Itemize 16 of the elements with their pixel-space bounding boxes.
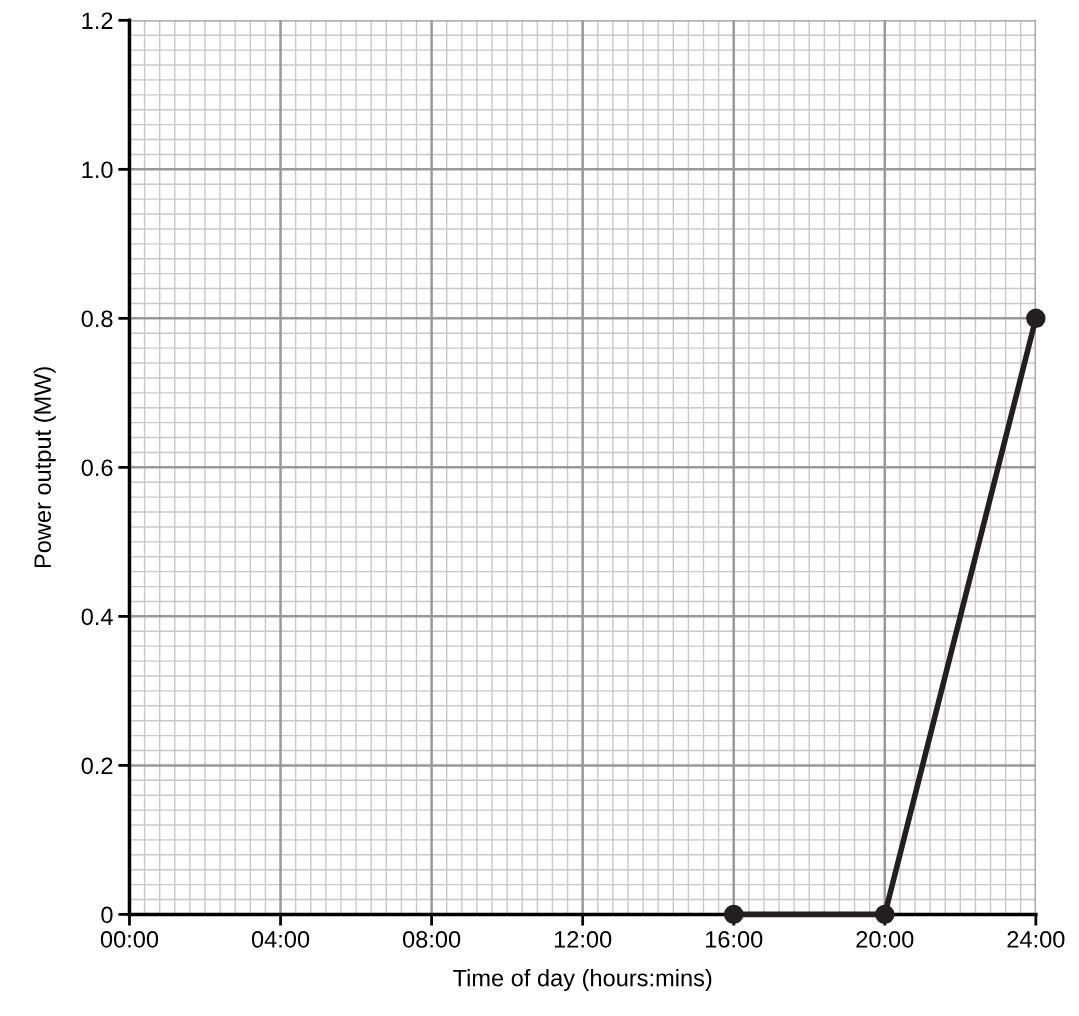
y-tick-label: 0: [101, 906, 113, 924]
y-tick-label: 0.8: [81, 310, 113, 328]
x-tick-label: 12:00: [554, 931, 612, 948]
x-tick-label: 20:00: [856, 931, 914, 948]
x-tick-label: 24:00: [1007, 931, 1065, 948]
x-tick-label: 00:00: [100, 931, 159, 948]
x-axis-title: Time of day (hours:mins): [453, 969, 712, 992]
y-tick-label: 1.2: [82, 12, 113, 29]
y-tick-label: 0.2: [81, 757, 113, 775]
x-tick-label: 08:00: [402, 931, 461, 948]
y-axis-title: Power output (MW): [33, 367, 56, 568]
y-tick-label: 0.6: [81, 459, 113, 477]
y-tick-label: 1.0: [82, 161, 113, 179]
y-tick-label: 0.4: [81, 608, 113, 626]
x-tick-label: 16:00: [705, 931, 763, 948]
x-tick-label: 04:00: [251, 931, 310, 948]
